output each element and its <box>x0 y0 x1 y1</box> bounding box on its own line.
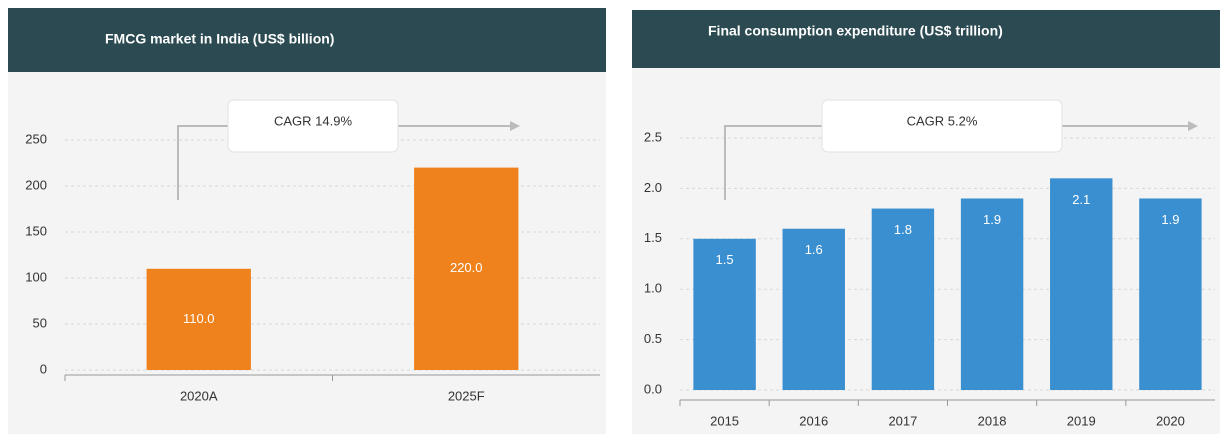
bar <box>1050 178 1113 390</box>
y-tick-label: 2.0 <box>644 180 662 195</box>
y-tick-label: 0.5 <box>644 331 662 346</box>
bar <box>871 208 935 390</box>
panel-header <box>8 8 606 72</box>
cagr-box <box>821 99 1063 153</box>
y-tick-label: 50 <box>33 315 47 330</box>
bar <box>782 228 845 390</box>
cagr-bracket <box>724 125 822 200</box>
cagr-bracket <box>177 125 228 200</box>
data-label: 110.0 <box>183 311 215 326</box>
x-tick-label: 2016 <box>799 413 828 428</box>
data-label: 1.6 <box>805 242 823 257</box>
bar <box>414 167 519 370</box>
y-tick-label: 1.5 <box>644 230 662 245</box>
y-tick-label: 0.0 <box>644 381 662 396</box>
chart-title: Final consumption expenditure (US$ trill… <box>708 23 1003 39</box>
x-tick-label: 2020A <box>180 388 218 403</box>
y-tick-label: 100 <box>25 269 47 284</box>
data-label: 2.1 <box>1072 192 1090 207</box>
data-label: 220.0 <box>450 260 483 275</box>
cagr-box <box>227 99 399 153</box>
cagr-arrowhead <box>1188 121 1198 131</box>
cagr-arrowhead <box>510 121 520 131</box>
y-tick-label: 200 <box>25 177 47 192</box>
x-tick-label: 2015 <box>710 413 739 428</box>
x-tick-label: 2025F <box>448 388 485 403</box>
data-label: 1.9 <box>983 212 1001 227</box>
y-tick-label: 250 <box>25 131 47 146</box>
annotation: CAGR 5.2% <box>907 113 978 128</box>
x-tick-label: 2018 <box>978 413 1007 428</box>
y-tick-label: 2.5 <box>644 129 662 144</box>
data-label: 1.9 <box>1161 212 1179 227</box>
bar <box>146 268 251 370</box>
bar <box>1139 198 1202 390</box>
bar <box>693 238 756 390</box>
annotation: CAGR 14.9% <box>274 113 352 128</box>
x-tick-label: 2019 <box>1067 413 1096 428</box>
data-label: 1.8 <box>894 222 912 237</box>
data-label: 1.5 <box>716 252 734 267</box>
panel-header <box>632 10 1220 68</box>
y-tick-label: 1.0 <box>644 281 662 296</box>
y-tick-label: 0 <box>40 361 47 376</box>
x-tick-label: 2017 <box>888 413 917 428</box>
chart-title: FMCG market in India (US$ billion) <box>105 31 334 47</box>
bar <box>960 198 1024 390</box>
y-tick-label: 150 <box>25 223 47 238</box>
x-tick-label: 2020 <box>1156 413 1185 428</box>
